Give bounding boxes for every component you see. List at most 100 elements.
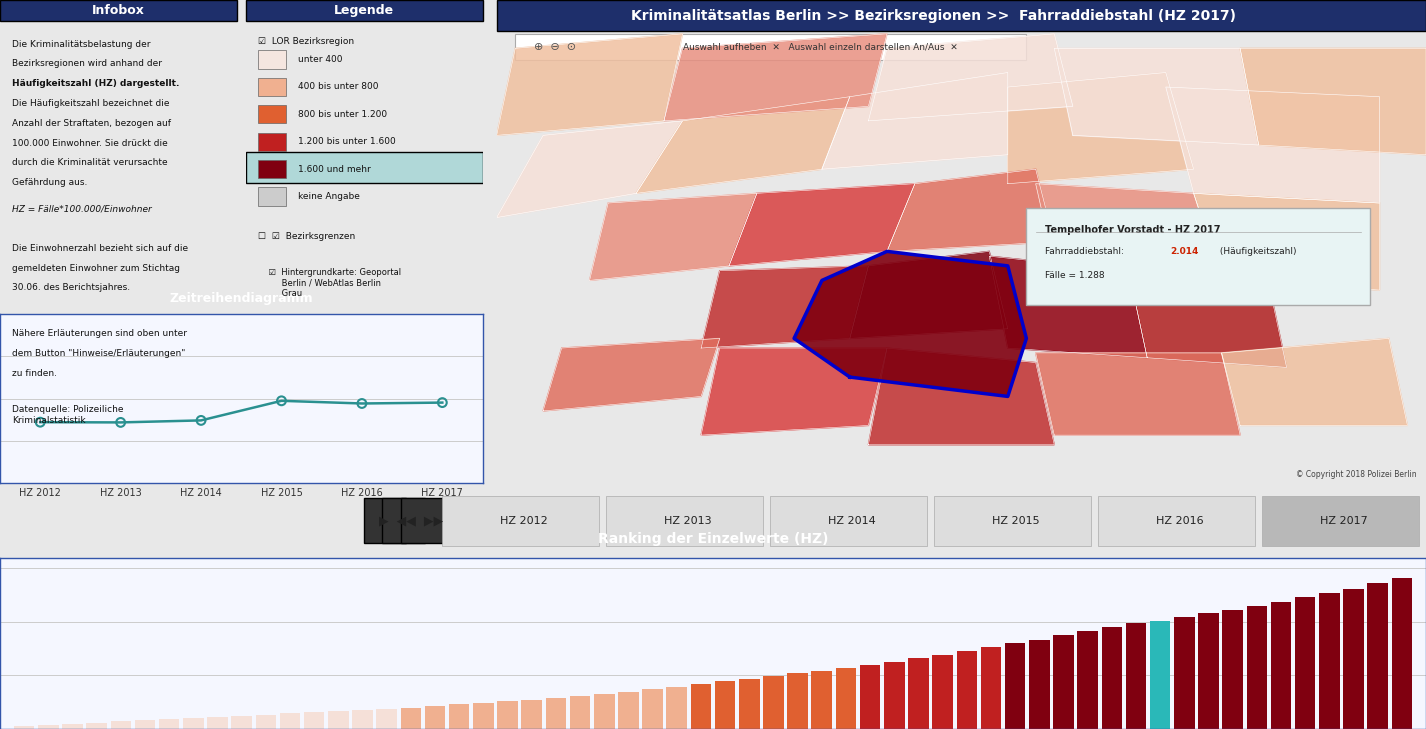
Text: 30.06. des Berichtsjahres.: 30.06. des Berichtsjahres.: [11, 284, 130, 292]
Text: HZ 2013: HZ 2013: [665, 515, 712, 526]
FancyBboxPatch shape: [606, 496, 763, 545]
Text: Infobox: Infobox: [91, 4, 144, 17]
Polygon shape: [543, 338, 720, 411]
Text: (Häufigkeitszahl): (Häufigkeitszahl): [1216, 246, 1296, 256]
Text: zu finden.: zu finden.: [11, 369, 57, 378]
Bar: [1222, 609, 1243, 729]
Text: HZ 2016: HZ 2016: [1156, 515, 1204, 526]
Bar: [279, 713, 301, 729]
Text: gemeldeten Einwohner zum Stichtag: gemeldeten Einwohner zum Stichtag: [11, 264, 180, 273]
FancyBboxPatch shape: [258, 187, 287, 206]
Text: 800 bis unter 1.200: 800 bis unter 1.200: [298, 110, 388, 119]
FancyBboxPatch shape: [258, 105, 287, 123]
Bar: [1125, 623, 1147, 729]
Text: Bezirksregionen wird anhand der: Bezirksregionen wird anhand der: [11, 60, 161, 69]
Text: Tempelhofer Vorstadt - HZ 2017: Tempelhofer Vorstadt - HZ 2017: [1045, 225, 1221, 235]
Bar: [1246, 606, 1268, 729]
Text: 2.014: 2.014: [1171, 246, 1199, 256]
Bar: [595, 694, 615, 729]
Text: ☑  LOR Bezirksregion: ☑ LOR Bezirksregion: [258, 36, 354, 46]
Point: [351, 397, 374, 409]
Polygon shape: [1035, 184, 1222, 276]
Text: keine Angabe: keine Angabe: [298, 192, 359, 201]
Point: [190, 415, 212, 426]
Bar: [111, 721, 131, 729]
FancyBboxPatch shape: [364, 498, 406, 543]
Bar: [860, 665, 880, 729]
Polygon shape: [729, 184, 915, 266]
Polygon shape: [990, 256, 1147, 358]
Polygon shape: [1241, 48, 1426, 155]
Bar: [933, 655, 953, 729]
Text: Auswahl aufheben  ✕   Auswahl einzeln darstellen An/Aus  ✕: Auswahl aufheben ✕ Auswahl einzeln darst…: [683, 42, 957, 52]
Text: HZ 2017: HZ 2017: [1320, 515, 1368, 526]
Text: 400 bis unter 800: 400 bis unter 800: [298, 82, 378, 91]
Polygon shape: [665, 34, 887, 121]
Text: Die Kriminalitätsbelastung der: Die Kriminalitätsbelastung der: [11, 39, 150, 49]
Bar: [1005, 644, 1025, 729]
Bar: [546, 698, 566, 729]
Polygon shape: [1222, 338, 1407, 426]
Bar: [714, 682, 736, 729]
FancyBboxPatch shape: [258, 78, 287, 96]
Polygon shape: [794, 252, 1027, 397]
Bar: [207, 717, 228, 729]
FancyBboxPatch shape: [247, 0, 482, 21]
Polygon shape: [702, 266, 868, 348]
Bar: [1319, 593, 1339, 729]
Text: Die Häufigkeitszahl bezeichnet die: Die Häufigkeitszahl bezeichnet die: [11, 99, 170, 108]
Text: Fahrraddiebstahl:: Fahrraddiebstahl:: [1045, 246, 1127, 256]
Bar: [1368, 583, 1387, 729]
Bar: [498, 701, 518, 729]
Bar: [231, 716, 252, 729]
Bar: [134, 720, 155, 729]
Text: ▶  ◀◀  ▶▶: ▶ ◀◀ ▶▶: [379, 514, 443, 527]
FancyBboxPatch shape: [258, 160, 287, 179]
Text: Datenquelle: Polizeiliche
Kriminalstatistik: Datenquelle: Polizeiliche Kriminalstatis…: [11, 405, 123, 425]
Bar: [352, 710, 372, 729]
FancyBboxPatch shape: [247, 152, 482, 183]
Bar: [304, 712, 325, 729]
Text: HZ = Fälle*100.000/Einwohner: HZ = Fälle*100.000/Einwohner: [11, 204, 151, 213]
Bar: [255, 714, 277, 729]
Bar: [522, 700, 542, 729]
Bar: [1198, 613, 1219, 729]
Text: Anzahl der Straftaten, bezogen auf: Anzahl der Straftaten, bezogen auf: [11, 119, 171, 128]
Bar: [836, 668, 856, 729]
Bar: [1392, 578, 1412, 729]
Bar: [1078, 631, 1098, 729]
Bar: [811, 671, 831, 729]
Polygon shape: [496, 121, 683, 217]
Bar: [328, 711, 348, 729]
Bar: [425, 706, 445, 729]
Text: Die Einwohnerzahl bezieht sich auf die: Die Einwohnerzahl bezieht sich auf die: [11, 243, 188, 253]
Polygon shape: [702, 348, 887, 435]
Text: durch die Kriminalität verursachte: durch die Kriminalität verursachte: [11, 158, 167, 168]
Text: HZ 2014: HZ 2014: [829, 515, 876, 526]
Point: [110, 416, 133, 428]
Bar: [763, 676, 784, 729]
Text: Nähere Erläuterungen sind oben unter: Nähere Erläuterungen sind oben unter: [11, 329, 187, 338]
Text: ⊕  ⊖  ⊙: ⊕ ⊖ ⊙: [533, 42, 576, 52]
Text: dem Button "Hinweise/Erläuterungen": dem Button "Hinweise/Erläuterungen": [11, 349, 185, 358]
Point: [29, 416, 51, 428]
Text: ☐  ☑  Bezirksgrenzen: ☐ ☑ Bezirksgrenzen: [258, 232, 355, 241]
Bar: [981, 647, 1001, 729]
Bar: [957, 651, 977, 729]
Bar: [401, 708, 421, 729]
Text: 100.000 Einwohner. Sie drückt die: 100.000 Einwohner. Sie drückt die: [11, 139, 168, 148]
Polygon shape: [589, 193, 757, 281]
Bar: [87, 722, 107, 729]
FancyBboxPatch shape: [1262, 496, 1419, 545]
Bar: [1030, 639, 1050, 729]
FancyBboxPatch shape: [770, 496, 927, 545]
Polygon shape: [868, 348, 1054, 445]
Bar: [908, 658, 928, 729]
Bar: [473, 703, 493, 729]
FancyBboxPatch shape: [1027, 208, 1370, 305]
Text: HZ 2015: HZ 2015: [992, 515, 1040, 526]
Polygon shape: [1008, 72, 1194, 184]
Bar: [14, 726, 34, 729]
Text: 1.200 bis unter 1.600: 1.200 bis unter 1.600: [298, 137, 396, 147]
Polygon shape: [887, 169, 1054, 252]
